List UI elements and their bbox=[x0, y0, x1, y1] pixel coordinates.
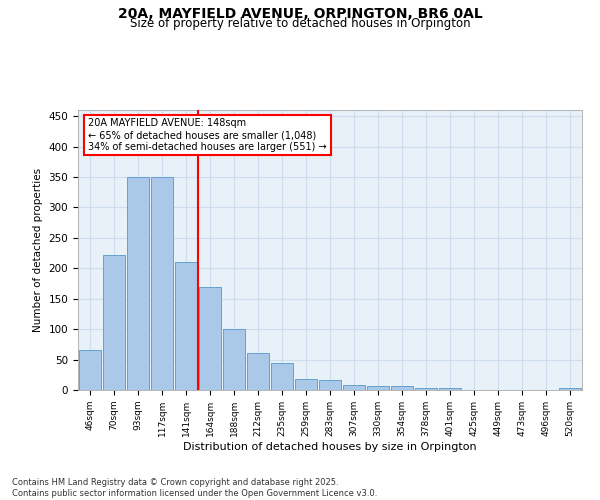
Text: Contains HM Land Registry data © Crown copyright and database right 2025.
Contai: Contains HM Land Registry data © Crown c… bbox=[12, 478, 377, 498]
Bar bbox=[79, 350, 101, 390]
Bar bbox=[343, 385, 365, 390]
Bar bbox=[223, 329, 245, 390]
Bar bbox=[175, 262, 197, 390]
Bar bbox=[319, 380, 341, 390]
Bar bbox=[367, 386, 389, 390]
Bar bbox=[439, 388, 461, 390]
Bar bbox=[151, 177, 173, 390]
Bar bbox=[391, 386, 413, 390]
Text: Size of property relative to detached houses in Orpington: Size of property relative to detached ho… bbox=[130, 18, 470, 30]
Text: 20A, MAYFIELD AVENUE, ORPINGTON, BR6 0AL: 20A, MAYFIELD AVENUE, ORPINGTON, BR6 0AL bbox=[118, 8, 482, 22]
Y-axis label: Number of detached properties: Number of detached properties bbox=[33, 168, 43, 332]
Bar bbox=[271, 362, 293, 390]
Bar bbox=[199, 286, 221, 390]
Bar bbox=[127, 177, 149, 390]
Bar bbox=[247, 354, 269, 390]
Bar bbox=[295, 379, 317, 390]
Bar bbox=[103, 255, 125, 390]
Bar bbox=[415, 388, 437, 390]
Bar bbox=[559, 388, 581, 390]
X-axis label: Distribution of detached houses by size in Orpington: Distribution of detached houses by size … bbox=[183, 442, 477, 452]
Text: 20A MAYFIELD AVENUE: 148sqm
← 65% of detached houses are smaller (1,048)
34% of : 20A MAYFIELD AVENUE: 148sqm ← 65% of det… bbox=[88, 118, 327, 152]
